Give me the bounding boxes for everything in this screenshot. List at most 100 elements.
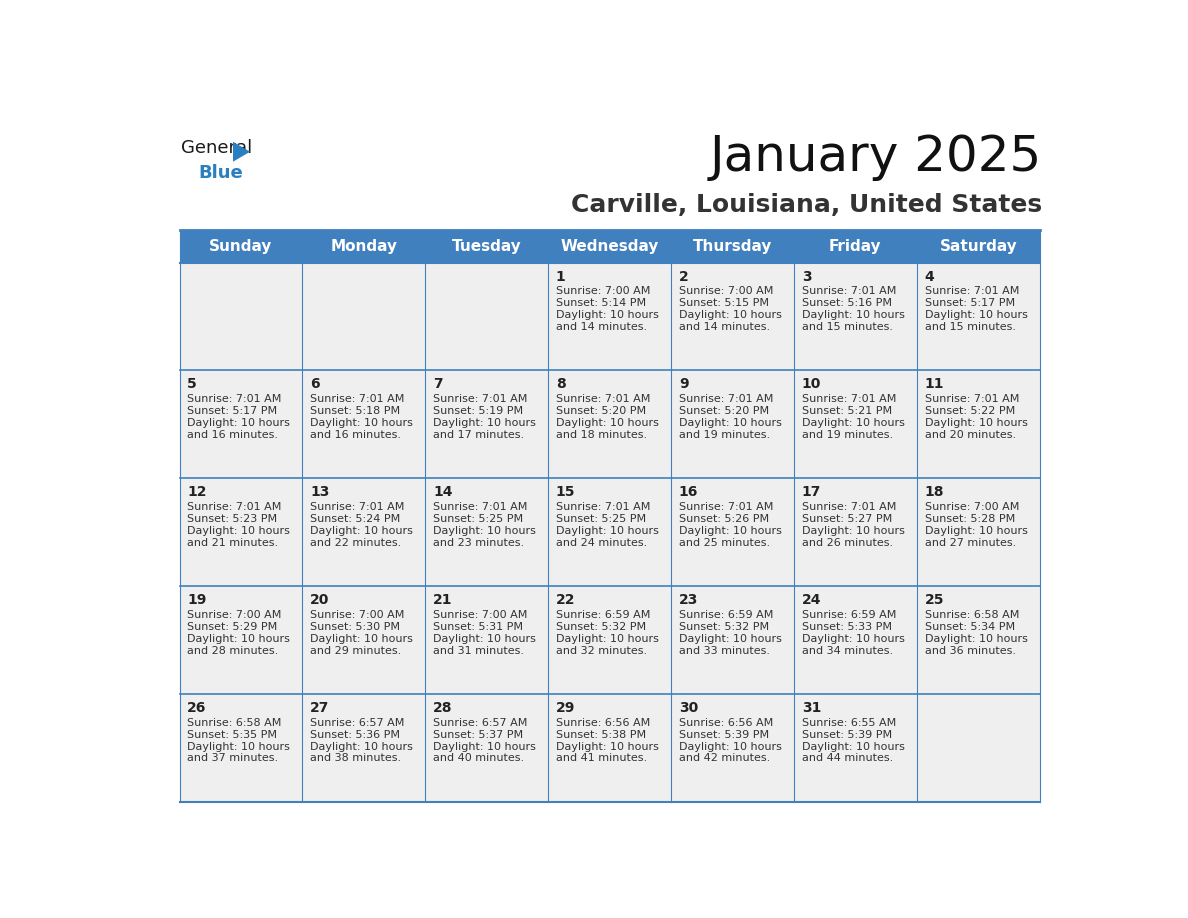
- Bar: [917, 371, 1040, 478]
- Text: Sunrise: 6:56 AM: Sunrise: 6:56 AM: [556, 718, 650, 728]
- Bar: [671, 586, 794, 694]
- Bar: [425, 478, 548, 586]
- Text: Sunrise: 6:59 AM: Sunrise: 6:59 AM: [678, 610, 773, 620]
- Text: Daylight: 10 hours: Daylight: 10 hours: [924, 633, 1028, 644]
- Text: Daylight: 10 hours: Daylight: 10 hours: [556, 742, 659, 752]
- Text: Sunrise: 6:57 AM: Sunrise: 6:57 AM: [434, 718, 527, 728]
- Bar: [425, 263, 548, 371]
- Text: Sunset: 5:39 PM: Sunset: 5:39 PM: [802, 730, 892, 740]
- Text: Daylight: 10 hours: Daylight: 10 hours: [802, 526, 904, 536]
- Text: and 17 minutes.: and 17 minutes.: [434, 431, 524, 440]
- Text: Daylight: 10 hours: Daylight: 10 hours: [188, 633, 290, 644]
- Text: 6: 6: [310, 377, 320, 391]
- Text: Sunrise: 6:59 AM: Sunrise: 6:59 AM: [802, 610, 896, 620]
- Text: Monday: Monday: [330, 239, 397, 254]
- Text: and 40 minutes.: and 40 minutes.: [434, 754, 524, 764]
- Text: 15: 15: [556, 485, 575, 499]
- Text: Sunset: 5:23 PM: Sunset: 5:23 PM: [188, 514, 277, 524]
- Text: Sunday: Sunday: [209, 239, 272, 254]
- Text: Daylight: 10 hours: Daylight: 10 hours: [556, 419, 659, 428]
- Text: 9: 9: [678, 377, 689, 391]
- Text: 22: 22: [556, 593, 575, 607]
- Bar: [548, 371, 671, 478]
- Text: and 31 minutes.: and 31 minutes.: [434, 645, 524, 655]
- Text: 28: 28: [434, 700, 453, 715]
- Text: Sunrise: 7:00 AM: Sunrise: 7:00 AM: [188, 610, 282, 620]
- Bar: [425, 586, 548, 694]
- Text: 29: 29: [556, 700, 575, 715]
- Bar: [671, 371, 794, 478]
- Text: Sunrise: 6:58 AM: Sunrise: 6:58 AM: [188, 718, 282, 728]
- Text: Sunrise: 7:01 AM: Sunrise: 7:01 AM: [310, 502, 405, 512]
- Text: Sunrise: 7:01 AM: Sunrise: 7:01 AM: [188, 395, 282, 404]
- Text: and 14 minutes.: and 14 minutes.: [678, 322, 770, 332]
- Text: Sunrise: 7:01 AM: Sunrise: 7:01 AM: [802, 395, 896, 404]
- Text: Thursday: Thursday: [693, 239, 772, 254]
- Text: General: General: [181, 140, 252, 157]
- Text: Carville, Louisiana, United States: Carville, Louisiana, United States: [571, 194, 1042, 218]
- Text: and 32 minutes.: and 32 minutes.: [556, 645, 647, 655]
- Text: 16: 16: [678, 485, 699, 499]
- Bar: [303, 263, 425, 371]
- Bar: [179, 230, 1040, 263]
- Bar: [179, 478, 303, 586]
- Text: Sunrise: 6:55 AM: Sunrise: 6:55 AM: [802, 718, 896, 728]
- Text: Sunset: 5:32 PM: Sunset: 5:32 PM: [678, 621, 769, 632]
- Text: 23: 23: [678, 593, 699, 607]
- Text: Daylight: 10 hours: Daylight: 10 hours: [188, 742, 290, 752]
- Text: Sunrise: 7:01 AM: Sunrise: 7:01 AM: [188, 502, 282, 512]
- Bar: [917, 694, 1040, 801]
- Bar: [671, 263, 794, 371]
- Text: and 16 minutes.: and 16 minutes.: [310, 431, 402, 440]
- Text: 3: 3: [802, 270, 811, 284]
- Text: 4: 4: [924, 270, 934, 284]
- Text: Sunrise: 6:57 AM: Sunrise: 6:57 AM: [310, 718, 405, 728]
- Text: 19: 19: [188, 593, 207, 607]
- Text: Sunset: 5:17 PM: Sunset: 5:17 PM: [188, 407, 277, 416]
- Text: Daylight: 10 hours: Daylight: 10 hours: [310, 419, 413, 428]
- Text: Daylight: 10 hours: Daylight: 10 hours: [678, 633, 782, 644]
- Text: Sunrise: 7:01 AM: Sunrise: 7:01 AM: [556, 502, 650, 512]
- Text: Daylight: 10 hours: Daylight: 10 hours: [434, 633, 536, 644]
- Text: and 29 minutes.: and 29 minutes.: [310, 645, 402, 655]
- Bar: [425, 694, 548, 801]
- Text: Sunset: 5:25 PM: Sunset: 5:25 PM: [556, 514, 646, 524]
- Text: 5: 5: [188, 377, 197, 391]
- Text: and 41 minutes.: and 41 minutes.: [556, 754, 647, 764]
- Text: Sunset: 5:24 PM: Sunset: 5:24 PM: [310, 514, 400, 524]
- Text: Sunset: 5:20 PM: Sunset: 5:20 PM: [556, 407, 646, 416]
- Text: Blue: Blue: [198, 164, 242, 182]
- Text: and 23 minutes.: and 23 minutes.: [434, 538, 524, 548]
- Text: and 38 minutes.: and 38 minutes.: [310, 754, 402, 764]
- Text: Sunrise: 7:00 AM: Sunrise: 7:00 AM: [434, 610, 527, 620]
- Text: Sunrise: 7:01 AM: Sunrise: 7:01 AM: [556, 395, 650, 404]
- Text: Daylight: 10 hours: Daylight: 10 hours: [188, 419, 290, 428]
- Text: Sunset: 5:19 PM: Sunset: 5:19 PM: [434, 407, 523, 416]
- Text: Sunrise: 7:00 AM: Sunrise: 7:00 AM: [924, 502, 1019, 512]
- Text: Sunset: 5:38 PM: Sunset: 5:38 PM: [556, 730, 646, 740]
- Text: 18: 18: [924, 485, 944, 499]
- Text: Daylight: 10 hours: Daylight: 10 hours: [924, 526, 1028, 536]
- Text: Sunset: 5:37 PM: Sunset: 5:37 PM: [434, 730, 523, 740]
- Text: Daylight: 10 hours: Daylight: 10 hours: [802, 633, 904, 644]
- Text: Sunset: 5:26 PM: Sunset: 5:26 PM: [678, 514, 769, 524]
- Bar: [794, 586, 917, 694]
- Text: Daylight: 10 hours: Daylight: 10 hours: [556, 310, 659, 320]
- Text: Daylight: 10 hours: Daylight: 10 hours: [924, 419, 1028, 428]
- Bar: [425, 371, 548, 478]
- Text: and 25 minutes.: and 25 minutes.: [678, 538, 770, 548]
- Text: Friday: Friday: [829, 239, 881, 254]
- Text: Saturday: Saturday: [940, 239, 1017, 254]
- Text: and 20 minutes.: and 20 minutes.: [924, 431, 1016, 440]
- Text: Sunrise: 6:56 AM: Sunrise: 6:56 AM: [678, 718, 773, 728]
- Bar: [548, 478, 671, 586]
- Text: Sunset: 5:18 PM: Sunset: 5:18 PM: [310, 407, 400, 416]
- Text: and 42 minutes.: and 42 minutes.: [678, 754, 770, 764]
- Text: and 24 minutes.: and 24 minutes.: [556, 538, 647, 548]
- Text: and 37 minutes.: and 37 minutes.: [188, 754, 278, 764]
- Text: Daylight: 10 hours: Daylight: 10 hours: [188, 526, 290, 536]
- Text: Daylight: 10 hours: Daylight: 10 hours: [310, 633, 413, 644]
- Text: 2: 2: [678, 270, 689, 284]
- Text: and 33 minutes.: and 33 minutes.: [678, 645, 770, 655]
- Text: Daylight: 10 hours: Daylight: 10 hours: [434, 419, 536, 428]
